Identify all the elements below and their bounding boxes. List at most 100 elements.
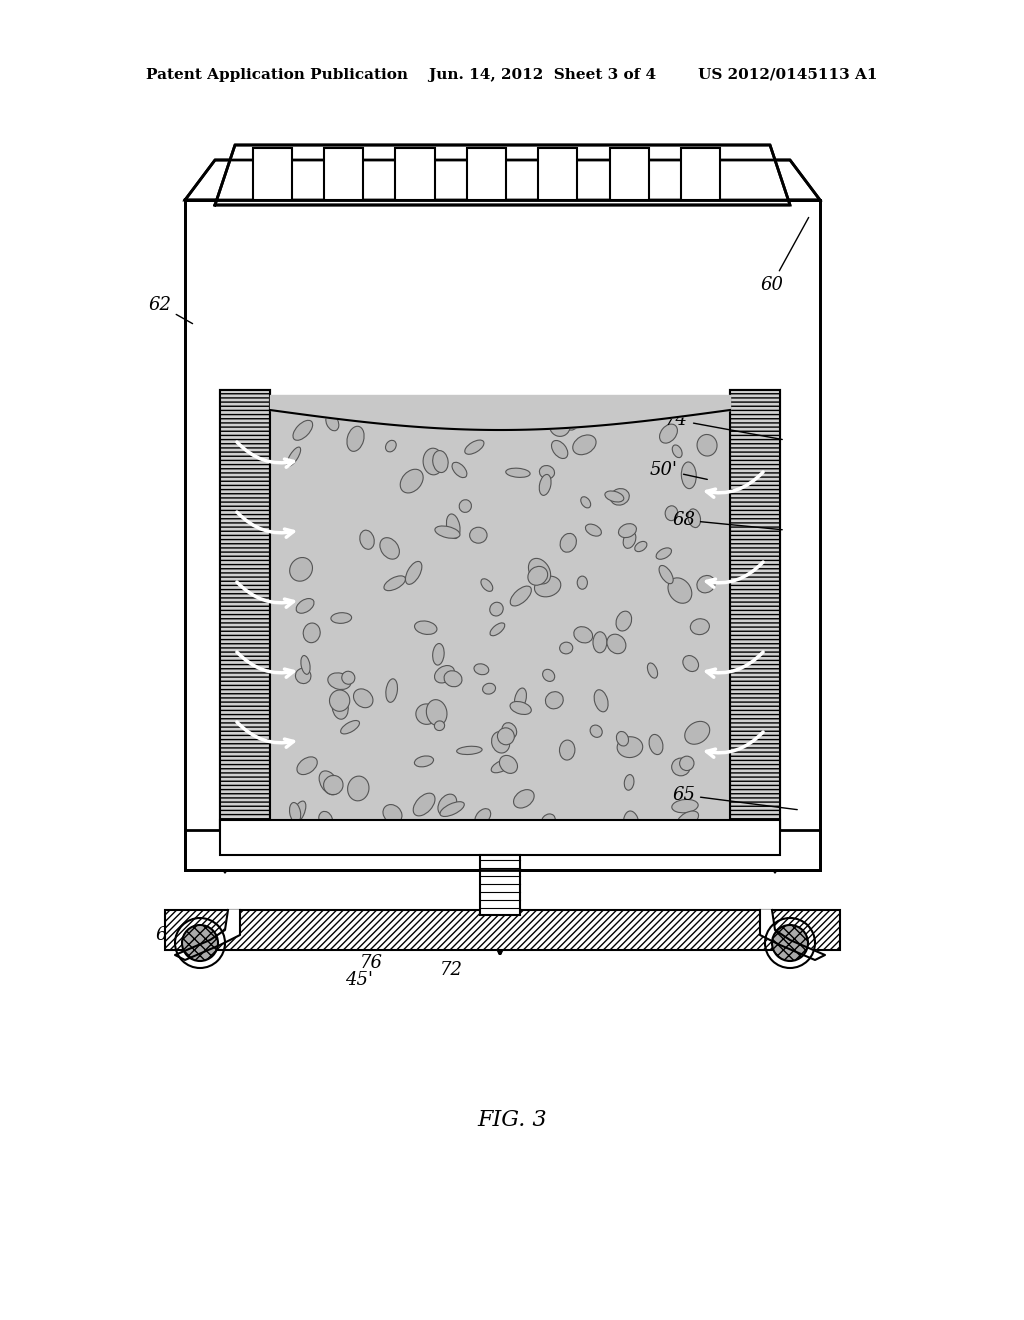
Ellipse shape bbox=[444, 671, 462, 686]
Ellipse shape bbox=[303, 623, 321, 643]
Text: 74: 74 bbox=[665, 411, 782, 440]
Ellipse shape bbox=[624, 532, 636, 548]
Ellipse shape bbox=[681, 462, 696, 488]
Text: 76: 76 bbox=[360, 954, 383, 972]
Ellipse shape bbox=[440, 801, 464, 817]
Ellipse shape bbox=[573, 627, 593, 643]
Ellipse shape bbox=[423, 449, 443, 475]
Ellipse shape bbox=[528, 558, 551, 583]
Ellipse shape bbox=[414, 793, 435, 816]
Ellipse shape bbox=[560, 533, 577, 552]
Bar bbox=[270, 400, 730, 840]
Bar bbox=[325, 148, 364, 201]
Ellipse shape bbox=[506, 469, 530, 478]
Ellipse shape bbox=[500, 755, 517, 774]
Ellipse shape bbox=[543, 669, 555, 681]
Bar bbox=[395, 148, 435, 201]
Ellipse shape bbox=[560, 642, 572, 653]
Ellipse shape bbox=[668, 578, 692, 603]
Ellipse shape bbox=[572, 436, 596, 454]
Ellipse shape bbox=[490, 623, 505, 636]
Ellipse shape bbox=[434, 665, 455, 682]
Polygon shape bbox=[760, 909, 825, 960]
Bar bbox=[220, 389, 270, 840]
Ellipse shape bbox=[292, 801, 306, 824]
Bar bbox=[539, 148, 578, 201]
Ellipse shape bbox=[683, 656, 698, 672]
Ellipse shape bbox=[492, 731, 510, 752]
Circle shape bbox=[772, 925, 808, 961]
Ellipse shape bbox=[324, 775, 343, 795]
Ellipse shape bbox=[465, 440, 484, 454]
Ellipse shape bbox=[552, 441, 567, 458]
Ellipse shape bbox=[649, 734, 663, 755]
Ellipse shape bbox=[287, 447, 301, 466]
Ellipse shape bbox=[510, 586, 531, 606]
Ellipse shape bbox=[406, 561, 422, 585]
Bar bbox=[185, 201, 820, 870]
Ellipse shape bbox=[342, 672, 355, 684]
Ellipse shape bbox=[617, 737, 643, 758]
Ellipse shape bbox=[688, 510, 700, 528]
Ellipse shape bbox=[528, 566, 548, 585]
Ellipse shape bbox=[593, 632, 607, 653]
Text: 72: 72 bbox=[440, 961, 463, 979]
Ellipse shape bbox=[290, 557, 312, 581]
Ellipse shape bbox=[457, 746, 482, 755]
Ellipse shape bbox=[347, 426, 365, 451]
Ellipse shape bbox=[416, 704, 437, 725]
Text: 50': 50' bbox=[650, 461, 708, 479]
Ellipse shape bbox=[385, 441, 396, 451]
Ellipse shape bbox=[434, 721, 444, 730]
Ellipse shape bbox=[607, 634, 626, 653]
Ellipse shape bbox=[415, 620, 437, 635]
Ellipse shape bbox=[672, 800, 698, 813]
Bar bbox=[220, 820, 780, 855]
Bar bbox=[480, 855, 520, 915]
Ellipse shape bbox=[635, 541, 647, 552]
Polygon shape bbox=[175, 909, 240, 960]
Ellipse shape bbox=[610, 488, 630, 506]
Ellipse shape bbox=[559, 741, 574, 760]
Ellipse shape bbox=[482, 684, 496, 694]
Ellipse shape bbox=[625, 775, 634, 791]
Ellipse shape bbox=[498, 727, 514, 744]
Ellipse shape bbox=[685, 721, 710, 744]
Ellipse shape bbox=[690, 619, 710, 635]
Text: 45': 45' bbox=[345, 972, 373, 989]
Ellipse shape bbox=[459, 500, 471, 512]
Ellipse shape bbox=[672, 758, 690, 776]
Text: 45: 45 bbox=[560, 935, 583, 952]
Ellipse shape bbox=[433, 644, 444, 665]
Ellipse shape bbox=[616, 611, 632, 631]
Ellipse shape bbox=[590, 725, 602, 738]
Ellipse shape bbox=[297, 756, 317, 775]
Ellipse shape bbox=[359, 531, 374, 549]
Ellipse shape bbox=[540, 466, 555, 479]
Ellipse shape bbox=[293, 420, 312, 441]
Bar bbox=[253, 148, 292, 201]
Ellipse shape bbox=[296, 598, 314, 614]
Ellipse shape bbox=[384, 576, 406, 590]
Ellipse shape bbox=[326, 414, 339, 430]
Ellipse shape bbox=[474, 664, 488, 675]
Ellipse shape bbox=[481, 578, 493, 591]
Ellipse shape bbox=[330, 690, 350, 711]
Ellipse shape bbox=[433, 450, 449, 473]
Ellipse shape bbox=[492, 759, 511, 772]
Ellipse shape bbox=[567, 413, 582, 430]
Ellipse shape bbox=[400, 469, 423, 492]
Ellipse shape bbox=[301, 656, 310, 675]
Ellipse shape bbox=[452, 462, 467, 478]
Circle shape bbox=[182, 925, 218, 961]
Ellipse shape bbox=[446, 513, 460, 539]
Ellipse shape bbox=[383, 805, 402, 824]
Ellipse shape bbox=[347, 776, 369, 801]
Ellipse shape bbox=[535, 576, 561, 597]
Text: 66: 66 bbox=[155, 927, 178, 944]
Ellipse shape bbox=[578, 576, 588, 589]
Polygon shape bbox=[215, 145, 790, 205]
Ellipse shape bbox=[680, 756, 694, 771]
Text: 65: 65 bbox=[672, 785, 798, 809]
Bar bbox=[165, 909, 840, 950]
